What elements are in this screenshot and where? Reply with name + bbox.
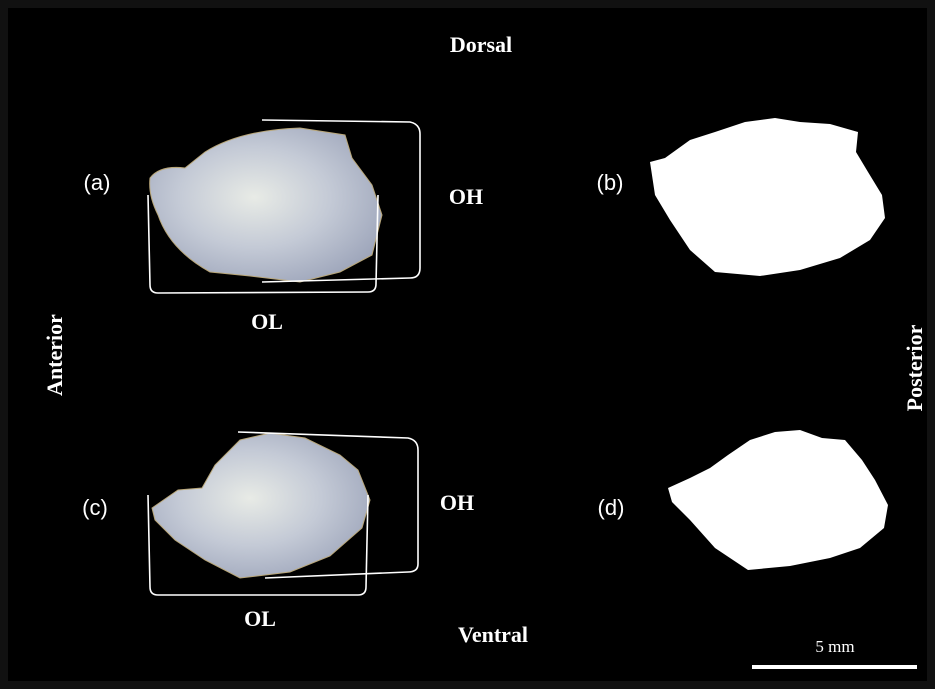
scale-bar-label: 5 mm (815, 637, 854, 656)
ol-label: OL (251, 309, 283, 334)
ventral-label: Ventral (458, 622, 528, 647)
panel-label: (c) (82, 495, 108, 520)
background (8, 8, 927, 681)
dorsal-label: Dorsal (450, 32, 512, 57)
panel-label: (d) (598, 495, 625, 520)
ol-label: OL (244, 606, 276, 631)
figure: Dorsal Ventral Anterior Posterior (a) OH… (0, 0, 935, 689)
anterior-label: Anterior (42, 314, 67, 396)
panel-label: (b) (597, 170, 624, 195)
panel-label: (a) (84, 170, 111, 195)
oh-label: OH (440, 490, 474, 515)
posterior-label: Posterior (902, 324, 927, 411)
oh-label: OH (449, 184, 483, 209)
